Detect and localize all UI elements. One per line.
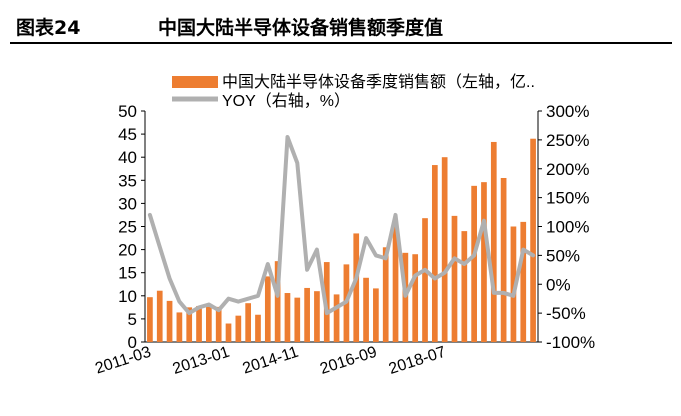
left-tick-label: 10 (118, 287, 137, 306)
right-tick-label: 50% (546, 246, 580, 265)
bar (353, 233, 360, 342)
bar (441, 157, 448, 342)
right-tick-label: -100% (546, 333, 595, 352)
x-tick-label: 2018-07 (387, 344, 448, 378)
figure-header: 图表24 中国大陆半导体设备销售额季度值 (10, 4, 672, 44)
bar (274, 261, 281, 342)
yoy-line (147, 135, 536, 316)
bar (510, 226, 517, 342)
bar (314, 291, 320, 342)
left-tick-label: 20 (118, 241, 137, 260)
line-series (147, 135, 536, 316)
figure-label: 图表24 (16, 17, 81, 39)
x-tick-label: 2016-09 (318, 344, 379, 378)
bar (147, 297, 153, 342)
bar (206, 305, 212, 342)
right-tick-label: 100% (546, 218, 589, 237)
bar (373, 288, 379, 342)
bar (520, 221, 527, 342)
bar (284, 293, 291, 342)
figure-title: 中国大陆半导体设备销售额季度值 (158, 17, 444, 39)
right-tick-label: 0% (546, 275, 571, 294)
left-tick-label: 0 (128, 333, 137, 352)
bar (530, 138, 536, 342)
x-tick-label: 2011-03 (93, 344, 153, 378)
bar (176, 312, 183, 342)
right-tick-label: 150% (546, 189, 589, 208)
bar (264, 276, 271, 342)
bar (461, 231, 468, 342)
legend: 中国大陆半导体设备季度销售额（左轴，亿.. YOY（右轴，%） (172, 73, 535, 110)
bar (235, 315, 242, 342)
x-tick-label: 2013-01 (171, 344, 232, 378)
legend-label-bar: 中国大陆半导体设备季度销售额（左轴，亿.. (222, 73, 535, 91)
bar (215, 306, 222, 342)
legend-swatch-bar (172, 76, 218, 88)
left-tick-label: 50 (118, 102, 137, 121)
bar (255, 314, 261, 342)
right-tick-label: 300% (546, 102, 589, 121)
bar (451, 215, 458, 342)
bar (490, 141, 497, 342)
bar (363, 277, 369, 342)
legend-label-line: YOY（右轴，%） (222, 92, 350, 110)
bar (186, 307, 193, 342)
right-tick-label: 250% (546, 131, 589, 150)
left-tick-label: 40 (118, 148, 137, 167)
bar (196, 305, 202, 342)
left-tick-label: 25 (118, 218, 137, 237)
right-tick-label: -50% (546, 304, 586, 323)
left-tick-label: 35 (118, 171, 137, 190)
bar-series (147, 138, 536, 342)
bar (333, 294, 340, 342)
left-tick-label: 30 (118, 194, 137, 213)
bar (431, 165, 438, 342)
bar (392, 225, 399, 342)
bar (500, 177, 507, 342)
bar (166, 300, 173, 342)
bar (304, 287, 310, 342)
bar (412, 254, 419, 342)
left-tick-label: 15 (118, 264, 137, 283)
bar (294, 297, 301, 342)
left-tick-label: 45 (118, 125, 137, 144)
left-tick-label: 5 (128, 310, 137, 329)
right-tick-label: 200% (546, 160, 589, 179)
bar (481, 182, 487, 342)
bar (245, 303, 252, 342)
bar (382, 247, 389, 342)
header-rule (10, 42, 672, 44)
bar (422, 218, 428, 342)
bar (471, 185, 477, 342)
bar (156, 290, 163, 342)
x-tick-label: 2014-11 (241, 344, 301, 378)
bar (225, 323, 232, 342)
